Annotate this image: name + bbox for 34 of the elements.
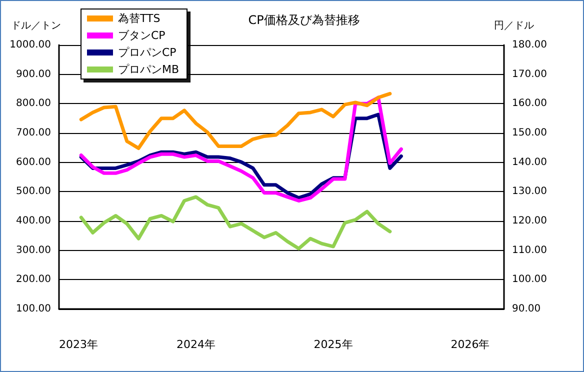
line-series [79,195,392,250]
legend-label: プロパンCP [118,46,177,59]
y-tick-label: 400.00 [16,216,51,226]
x-tick-label: 2025年 [314,338,353,351]
y-tick-label: 800.00 [16,98,51,110]
x-tick-label: 2023年 [59,338,98,351]
legend-label: ブタンCP [118,29,166,42]
y-tick-label: 600.00 [16,156,51,168]
line-series [79,96,403,203]
y2-tick-label: 130.00 [512,186,547,198]
x-tick-label: 2026年 [450,338,490,351]
y-tick-label: 100.00 [16,304,51,314]
y2-tick-label: 120.00 [512,216,547,226]
y2-tick-label: 180.00 [512,40,547,50]
y2-tick-label: 100.00 [512,274,547,286]
y-tick-label: 500.00 [16,186,51,198]
x-tick-label: 2024年 [176,338,216,351]
y2-tick-label: 150.00 [512,128,547,138]
legend-label: 為替TTS [118,12,160,25]
y-tick-label: 300.00 [16,244,51,256]
y-tick-label: 700.00 [16,128,51,138]
y-tick-label: 900.00 [16,68,51,80]
line-series [79,92,392,150]
y2-tick-label: 160.00 [512,98,547,110]
chart-title: CP価格及び為替推移 [248,13,360,27]
legend-label: プロパンMB [118,63,180,76]
y-tick-label: 200.00 [16,274,51,286]
y2-tick-label: 140.00 [512,156,547,168]
y-tick-label: 1000.00 [10,40,51,50]
y-axis-title: ドル／トン [11,20,61,32]
y2-tick-label: 90.00 [512,304,541,314]
y2-axis-title: 円／ドル [494,20,534,32]
y2-tick-label: 170.00 [512,68,547,80]
y2-tick-label: 110.00 [512,244,547,256]
